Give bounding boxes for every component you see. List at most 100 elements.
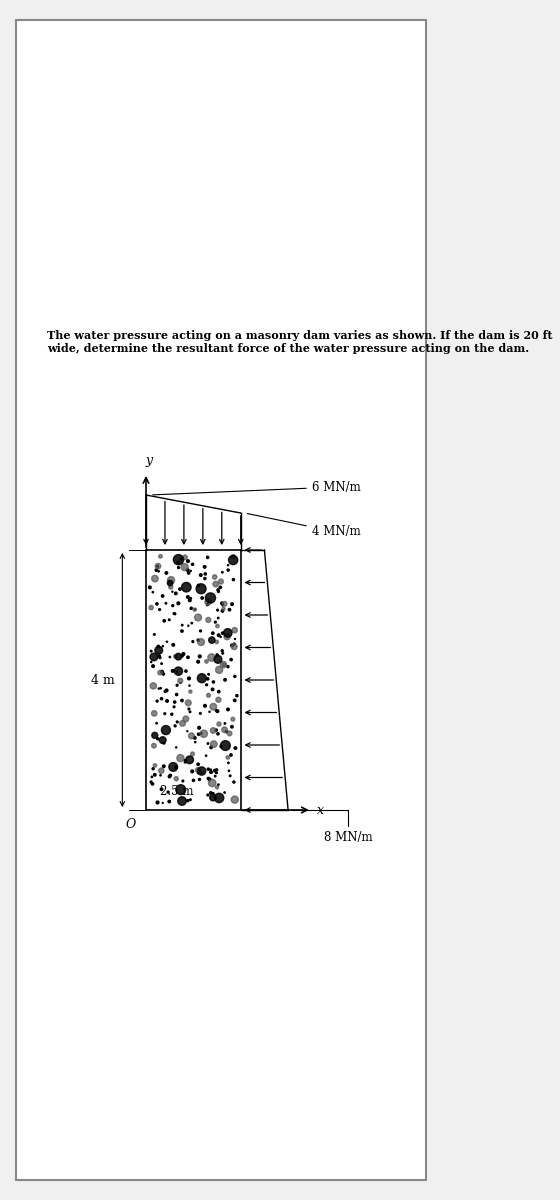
- Point: [197, 762, 206, 781]
- Point: [208, 773, 217, 792]
- Point: [230, 691, 239, 710]
- Point: [183, 560, 192, 580]
- Point: [204, 685, 213, 704]
- Point: [174, 594, 183, 613]
- Point: [159, 665, 168, 684]
- Point: [212, 632, 221, 652]
- Text: 6 MN/m: 6 MN/m: [153, 480, 361, 494]
- Point: [156, 679, 165, 698]
- Point: [186, 790, 195, 809]
- Point: [214, 690, 223, 709]
- Point: [185, 590, 194, 610]
- Point: [147, 642, 156, 661]
- Point: [195, 718, 204, 737]
- Point: [174, 661, 183, 680]
- Point: [230, 667, 239, 686]
- Point: [186, 599, 195, 618]
- Point: [194, 763, 203, 782]
- Point: [210, 568, 219, 587]
- Point: [178, 691, 186, 710]
- Point: [151, 569, 160, 588]
- Point: [152, 594, 161, 613]
- Point: [184, 648, 193, 667]
- Point: [150, 647, 158, 666]
- Point: [206, 760, 215, 779]
- Point: [166, 570, 175, 589]
- Point: [148, 774, 157, 793]
- Point: [223, 658, 232, 677]
- Point: [195, 770, 204, 790]
- Point: [221, 714, 230, 733]
- Point: [200, 569, 209, 588]
- Point: [204, 611, 213, 630]
- Point: [160, 733, 169, 752]
- Point: [202, 676, 211, 695]
- Point: [148, 582, 157, 601]
- Point: [171, 584, 180, 604]
- Point: [227, 718, 236, 737]
- Point: [178, 622, 186, 641]
- Point: [183, 791, 192, 810]
- Point: [232, 686, 241, 706]
- Point: [226, 745, 235, 764]
- Point: [149, 677, 158, 696]
- Point: [202, 652, 211, 671]
- Point: [207, 630, 216, 649]
- Point: [159, 757, 168, 776]
- Point: [188, 744, 197, 763]
- Point: [222, 722, 231, 742]
- Point: [147, 767, 156, 786]
- Point: [178, 714, 187, 733]
- Point: [165, 648, 174, 667]
- Point: [168, 582, 177, 601]
- Point: [151, 756, 160, 775]
- Text: 4 MN/m: 4 MN/m: [248, 514, 361, 539]
- Point: [230, 635, 239, 654]
- Point: [161, 720, 170, 739]
- Point: [220, 782, 229, 802]
- Point: [197, 580, 206, 599]
- Point: [207, 737, 216, 756]
- Point: [225, 600, 234, 619]
- Point: [172, 685, 181, 704]
- Point: [155, 679, 164, 698]
- Point: [157, 780, 166, 799]
- Point: [211, 767, 220, 786]
- Point: [172, 662, 181, 682]
- Point: [181, 709, 190, 728]
- Point: [221, 736, 230, 755]
- Point: [184, 694, 193, 713]
- Point: [171, 647, 180, 666]
- Point: [184, 668, 193, 688]
- Point: [153, 557, 162, 576]
- Point: [188, 613, 197, 632]
- Point: [207, 762, 216, 781]
- Point: [230, 773, 239, 792]
- Point: [211, 612, 220, 631]
- Point: [214, 608, 223, 628]
- Point: [199, 724, 208, 743]
- Point: [156, 547, 165, 566]
- Point: [147, 653, 156, 672]
- Point: [176, 749, 185, 768]
- Point: [200, 696, 209, 715]
- Point: [203, 734, 212, 754]
- Point: [194, 755, 203, 774]
- Point: [183, 721, 192, 740]
- Point: [209, 734, 218, 754]
- Point: [190, 600, 199, 619]
- Point: [184, 552, 193, 571]
- Point: [162, 563, 171, 582]
- Point: [152, 560, 161, 580]
- Point: [172, 738, 181, 757]
- FancyBboxPatch shape: [16, 20, 426, 1180]
- Point: [153, 691, 162, 710]
- Point: [180, 558, 189, 577]
- Point: [193, 761, 202, 780]
- Point: [221, 671, 230, 690]
- Point: [227, 636, 236, 655]
- Point: [178, 616, 186, 635]
- Point: [203, 595, 212, 614]
- Point: [168, 661, 177, 680]
- Point: [213, 649, 222, 668]
